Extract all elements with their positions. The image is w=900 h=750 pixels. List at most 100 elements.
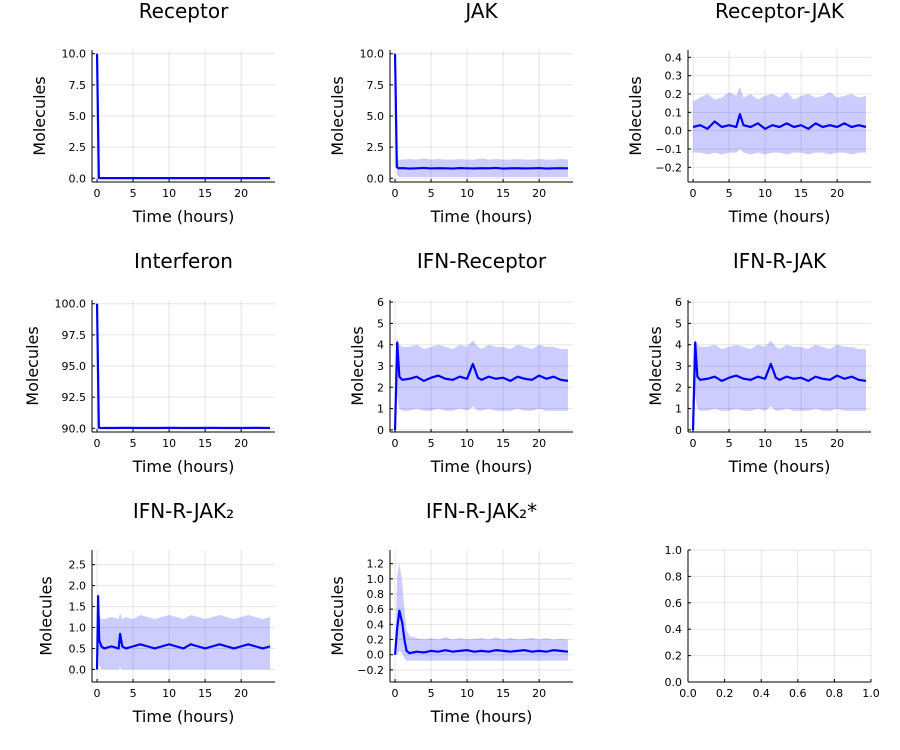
y-tick-label: 0.0 <box>665 125 683 138</box>
y-tick-label: 6 <box>675 296 682 309</box>
y-tick-label: 2.0 <box>69 580 87 593</box>
subplot-title: IFN-R-JAK₂ <box>133 499 234 523</box>
y-tick-label: 0.2 <box>367 634 385 647</box>
x-tick-label: 0 <box>392 437 399 450</box>
x-tick-label: 0.2 <box>716 687 734 700</box>
y-tick-label: 2.5 <box>69 141 87 154</box>
y-tick-label: 1 <box>675 403 682 416</box>
y-tick-label: −0.2 <box>357 664 384 677</box>
x-tick-label: 20 <box>532 437 546 450</box>
x-tick-label: 15 <box>198 687 212 700</box>
x-tick-label: 10 <box>758 187 772 200</box>
confidence-band <box>395 53 568 178</box>
confidence-band <box>693 86 866 155</box>
x-tick-label: 5 <box>130 187 137 200</box>
y-tick-label: 0.0 <box>367 172 385 185</box>
y-axis-label: Molecules <box>328 76 347 155</box>
y-tick-label: 1.0 <box>665 544 683 557</box>
subplot-title: Receptor <box>139 0 229 23</box>
x-axis-label: Time (hours) <box>430 707 533 726</box>
y-tick-label: 2 <box>675 381 682 394</box>
y-tick-label: 5 <box>377 317 384 330</box>
y-tick-label: 100.0 <box>55 298 87 311</box>
y-tick-label: 7.5 <box>69 79 87 92</box>
y-axis-label: Molecules <box>646 326 665 405</box>
subplot-title: JAK <box>463 0 498 23</box>
y-tick-label: 5.0 <box>69 110 87 123</box>
y-tick-label: 0.4 <box>665 623 683 636</box>
y-axis-label: Molecules <box>30 76 49 155</box>
y-axis-label: Molecules <box>23 326 42 405</box>
y-tick-label: 2.5 <box>69 559 87 572</box>
x-tick-label: 5 <box>428 687 435 700</box>
y-tick-label: 0.4 <box>367 618 385 631</box>
x-tick-label: 0 <box>690 187 697 200</box>
x-tick-label: 20 <box>830 187 844 200</box>
confidence-band <box>395 338 568 430</box>
y-tick-label: 0.0 <box>69 663 87 676</box>
x-axis-label: Time (hours) <box>430 207 533 226</box>
x-axis-label: Time (hours) <box>132 457 235 476</box>
x-axis-label: Time (hours) <box>728 207 831 226</box>
x-tick-label: 0.0 <box>679 687 697 700</box>
subplot-9: 0.0 0.2 0.4 0.6 0.8 1.0 0.0 0.2 0.4 0.6 0.8 1.0 <box>665 544 880 700</box>
x-tick-label: 5 <box>130 437 137 450</box>
subplot-7: IFN-R-JAK₂ 0 5 10 15 20 0.0 0.5 1.0 1.5 2.0 2.5 Time… <box>37 499 275 726</box>
subplot-title: IFN-R-JAK <box>733 249 827 273</box>
x-tick-label: 20 <box>532 187 546 200</box>
x-tick-label: 1.0 <box>862 687 880 700</box>
y-tick-label: 0 <box>675 424 682 437</box>
subplot-4: Interferon 0 5 10 15 20 90.0 92.5 95.0 97.5 100.0 T… <box>23 249 275 476</box>
x-tick-label: 10 <box>758 437 772 450</box>
x-tick-label: 15 <box>496 187 510 200</box>
y-tick-label: 2.5 <box>367 141 385 154</box>
y-axis-label: Molecules <box>626 76 645 155</box>
y-tick-label: 0.5 <box>69 642 87 655</box>
series-line <box>691 341 867 430</box>
x-tick-label: 15 <box>198 187 212 200</box>
y-tick-label: 10.0 <box>62 48 87 61</box>
x-tick-label: 20 <box>234 687 248 700</box>
y-tick-label: 4 <box>675 339 682 352</box>
x-tick-label: 15 <box>198 437 212 450</box>
x-tick-label: 5 <box>428 437 435 450</box>
y-axis-label: Molecules <box>328 576 347 655</box>
x-tick-label: 0 <box>392 187 399 200</box>
y-tick-label: 0.0 <box>367 649 385 662</box>
y-tick-label: 6 <box>377 296 384 309</box>
series-line <box>393 53 568 170</box>
x-tick-label: 15 <box>794 187 808 200</box>
y-tick-label: 0.6 <box>665 597 683 610</box>
y-tick-label: 2 <box>377 381 384 394</box>
x-tick-label: 0.4 <box>752 687 770 700</box>
subplot-3: Receptor-JAK 0 5 10 15 20 −0.2 −0.1 0.0 0.1 0.2 0.3… <box>626 0 871 226</box>
x-tick-label: 20 <box>234 187 248 200</box>
x-tick-label: 5 <box>130 687 137 700</box>
x-tick-label: 0 <box>94 687 101 700</box>
y-tick-label: −0.1 <box>655 143 682 156</box>
series-line <box>95 303 270 430</box>
x-tick-label: 10 <box>460 687 474 700</box>
subplot-title: Receptor-JAK <box>715 0 845 23</box>
x-tick-label: 15 <box>496 687 510 700</box>
y-tick-label: 0.0 <box>69 172 87 185</box>
y-tick-label: 90.0 <box>62 422 87 435</box>
x-tick-label: 5 <box>726 187 733 200</box>
x-tick-label: 10 <box>460 437 474 450</box>
subplot-title: IFN-R-JAK₂* <box>426 499 537 523</box>
x-tick-label: 0.8 <box>826 687 844 700</box>
series-line <box>95 594 271 670</box>
x-tick-label: 20 <box>234 437 248 450</box>
x-axis-label: Time (hours) <box>430 457 533 476</box>
x-tick-label: 5 <box>428 187 435 200</box>
y-axis-label: Molecules <box>37 576 56 655</box>
confidence-band <box>693 338 866 430</box>
x-tick-label: 20 <box>830 437 844 450</box>
x-tick-label: 15 <box>496 437 510 450</box>
x-tick-label: 0 <box>94 437 101 450</box>
x-tick-label: 10 <box>162 187 176 200</box>
y-tick-label: 97.5 <box>62 329 87 342</box>
x-tick-label: 0 <box>94 187 101 200</box>
y-tick-label: 1.0 <box>69 622 87 635</box>
subplot-8: IFN-R-JAK₂* 0 5 10 15 20 −0.2 0.0 0.2 0.4 0.6 0.8 1.… <box>328 499 573 726</box>
